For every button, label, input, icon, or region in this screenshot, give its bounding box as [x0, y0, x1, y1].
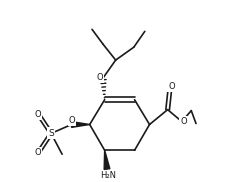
Polygon shape	[104, 150, 110, 169]
Polygon shape	[72, 122, 90, 127]
Text: O: O	[69, 116, 75, 125]
Text: O: O	[34, 110, 41, 119]
Text: S: S	[48, 128, 54, 138]
Text: O: O	[168, 82, 175, 90]
Text: O: O	[180, 117, 187, 126]
Text: O: O	[34, 148, 41, 157]
Text: O: O	[96, 72, 103, 82]
Text: H₂N: H₂N	[100, 171, 116, 180]
